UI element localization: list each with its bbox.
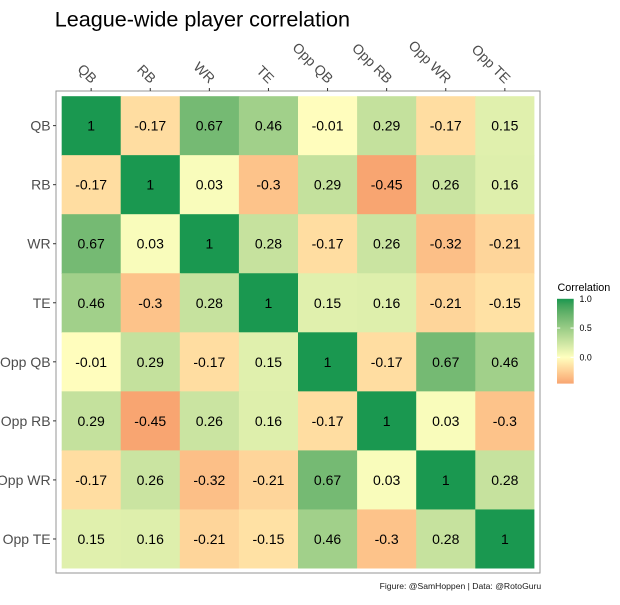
svg-text:Correlation: Correlation [558, 282, 611, 294]
svg-text:0.03: 0.03 [432, 413, 459, 429]
svg-text:0.03: 0.03 [137, 236, 164, 252]
svg-text:1: 1 [324, 354, 332, 370]
svg-text:0.26: 0.26 [432, 177, 459, 193]
svg-text:0.46: 0.46 [255, 118, 282, 134]
svg-text:TE: TE [33, 295, 51, 311]
svg-text:0.15: 0.15 [78, 531, 105, 547]
svg-text:0.03: 0.03 [196, 177, 223, 193]
svg-text:-0.17: -0.17 [75, 472, 107, 488]
svg-text:Opp WR: Opp WR [0, 472, 51, 488]
svg-text:-0.21: -0.21 [489, 236, 521, 252]
svg-text:-0.21: -0.21 [252, 472, 284, 488]
svg-text:0.29: 0.29 [137, 354, 164, 370]
svg-text:0.26: 0.26 [137, 472, 164, 488]
svg-text:0.29: 0.29 [373, 118, 400, 134]
svg-text:-0.17: -0.17 [430, 118, 462, 134]
svg-text:-0.3: -0.3 [138, 295, 162, 311]
svg-text:0.26: 0.26 [373, 236, 400, 252]
svg-text:-0.17: -0.17 [312, 413, 344, 429]
svg-text:-0.45: -0.45 [371, 177, 403, 193]
svg-text:0.15: 0.15 [314, 295, 341, 311]
svg-text:Opp RB: Opp RB [1, 413, 51, 429]
svg-text:0.67: 0.67 [314, 472, 341, 488]
svg-text:0.28: 0.28 [196, 295, 223, 311]
svg-text:0.28: 0.28 [491, 472, 518, 488]
svg-text:1: 1 [146, 177, 154, 193]
svg-text:League-wide player correlation: League-wide player correlation [55, 6, 350, 31]
svg-text:Opp TE: Opp TE [3, 531, 51, 547]
svg-text:0.46: 0.46 [491, 354, 518, 370]
svg-text:0.28: 0.28 [432, 531, 459, 547]
svg-text:0.03: 0.03 [373, 472, 400, 488]
svg-text:Opp QB: Opp QB [0, 354, 51, 370]
svg-text:1: 1 [265, 295, 273, 311]
svg-text:1: 1 [501, 531, 509, 547]
svg-text:-0.15: -0.15 [489, 295, 521, 311]
svg-text:-0.21: -0.21 [193, 531, 225, 547]
svg-text:-0.3: -0.3 [256, 177, 280, 193]
svg-text:0.5: 0.5 [580, 323, 592, 333]
svg-text:Figure: @SamHoppen | Data: @Ro: Figure: @SamHoppen | Data: @RotoGuru [380, 581, 542, 591]
svg-text:0.16: 0.16 [255, 413, 282, 429]
svg-text:-0.3: -0.3 [493, 413, 517, 429]
svg-text:-0.17: -0.17 [312, 236, 344, 252]
svg-text:0.67: 0.67 [196, 118, 223, 134]
svg-text:0.46: 0.46 [314, 531, 341, 547]
svg-text:0.15: 0.15 [255, 354, 282, 370]
svg-text:-0.32: -0.32 [430, 236, 462, 252]
svg-text:0.29: 0.29 [314, 177, 341, 193]
svg-text:0.26: 0.26 [196, 413, 223, 429]
svg-text:RB: RB [31, 177, 50, 193]
svg-text:-0.15: -0.15 [252, 531, 284, 547]
svg-text:1: 1 [442, 472, 450, 488]
svg-text:0.0: 0.0 [580, 352, 592, 362]
svg-text:-0.17: -0.17 [75, 177, 107, 193]
svg-text:QB: QB [30, 118, 50, 134]
svg-text:-0.21: -0.21 [430, 295, 462, 311]
svg-text:0.28: 0.28 [255, 236, 282, 252]
svg-text:-0.17: -0.17 [134, 118, 166, 134]
svg-text:0.16: 0.16 [137, 531, 164, 547]
svg-text:0.46: 0.46 [78, 295, 105, 311]
svg-text:0.16: 0.16 [373, 295, 400, 311]
svg-text:WR: WR [27, 236, 50, 252]
svg-text:-0.17: -0.17 [193, 354, 225, 370]
svg-text:0.16: 0.16 [491, 177, 518, 193]
svg-text:-0.3: -0.3 [375, 531, 399, 547]
svg-text:0.67: 0.67 [432, 354, 459, 370]
svg-text:1.0: 1.0 [580, 294, 592, 304]
svg-text:1: 1 [383, 413, 391, 429]
svg-text:0.15: 0.15 [491, 118, 518, 134]
svg-text:-0.17: -0.17 [371, 354, 403, 370]
svg-text:-0.32: -0.32 [193, 472, 225, 488]
svg-text:1: 1 [205, 236, 213, 252]
svg-text:0.67: 0.67 [78, 236, 105, 252]
svg-text:1: 1 [87, 118, 95, 134]
svg-text:-0.01: -0.01 [75, 354, 107, 370]
svg-text:-0.45: -0.45 [134, 413, 166, 429]
svg-text:0.29: 0.29 [78, 413, 105, 429]
svg-text:-0.01: -0.01 [312, 118, 344, 134]
